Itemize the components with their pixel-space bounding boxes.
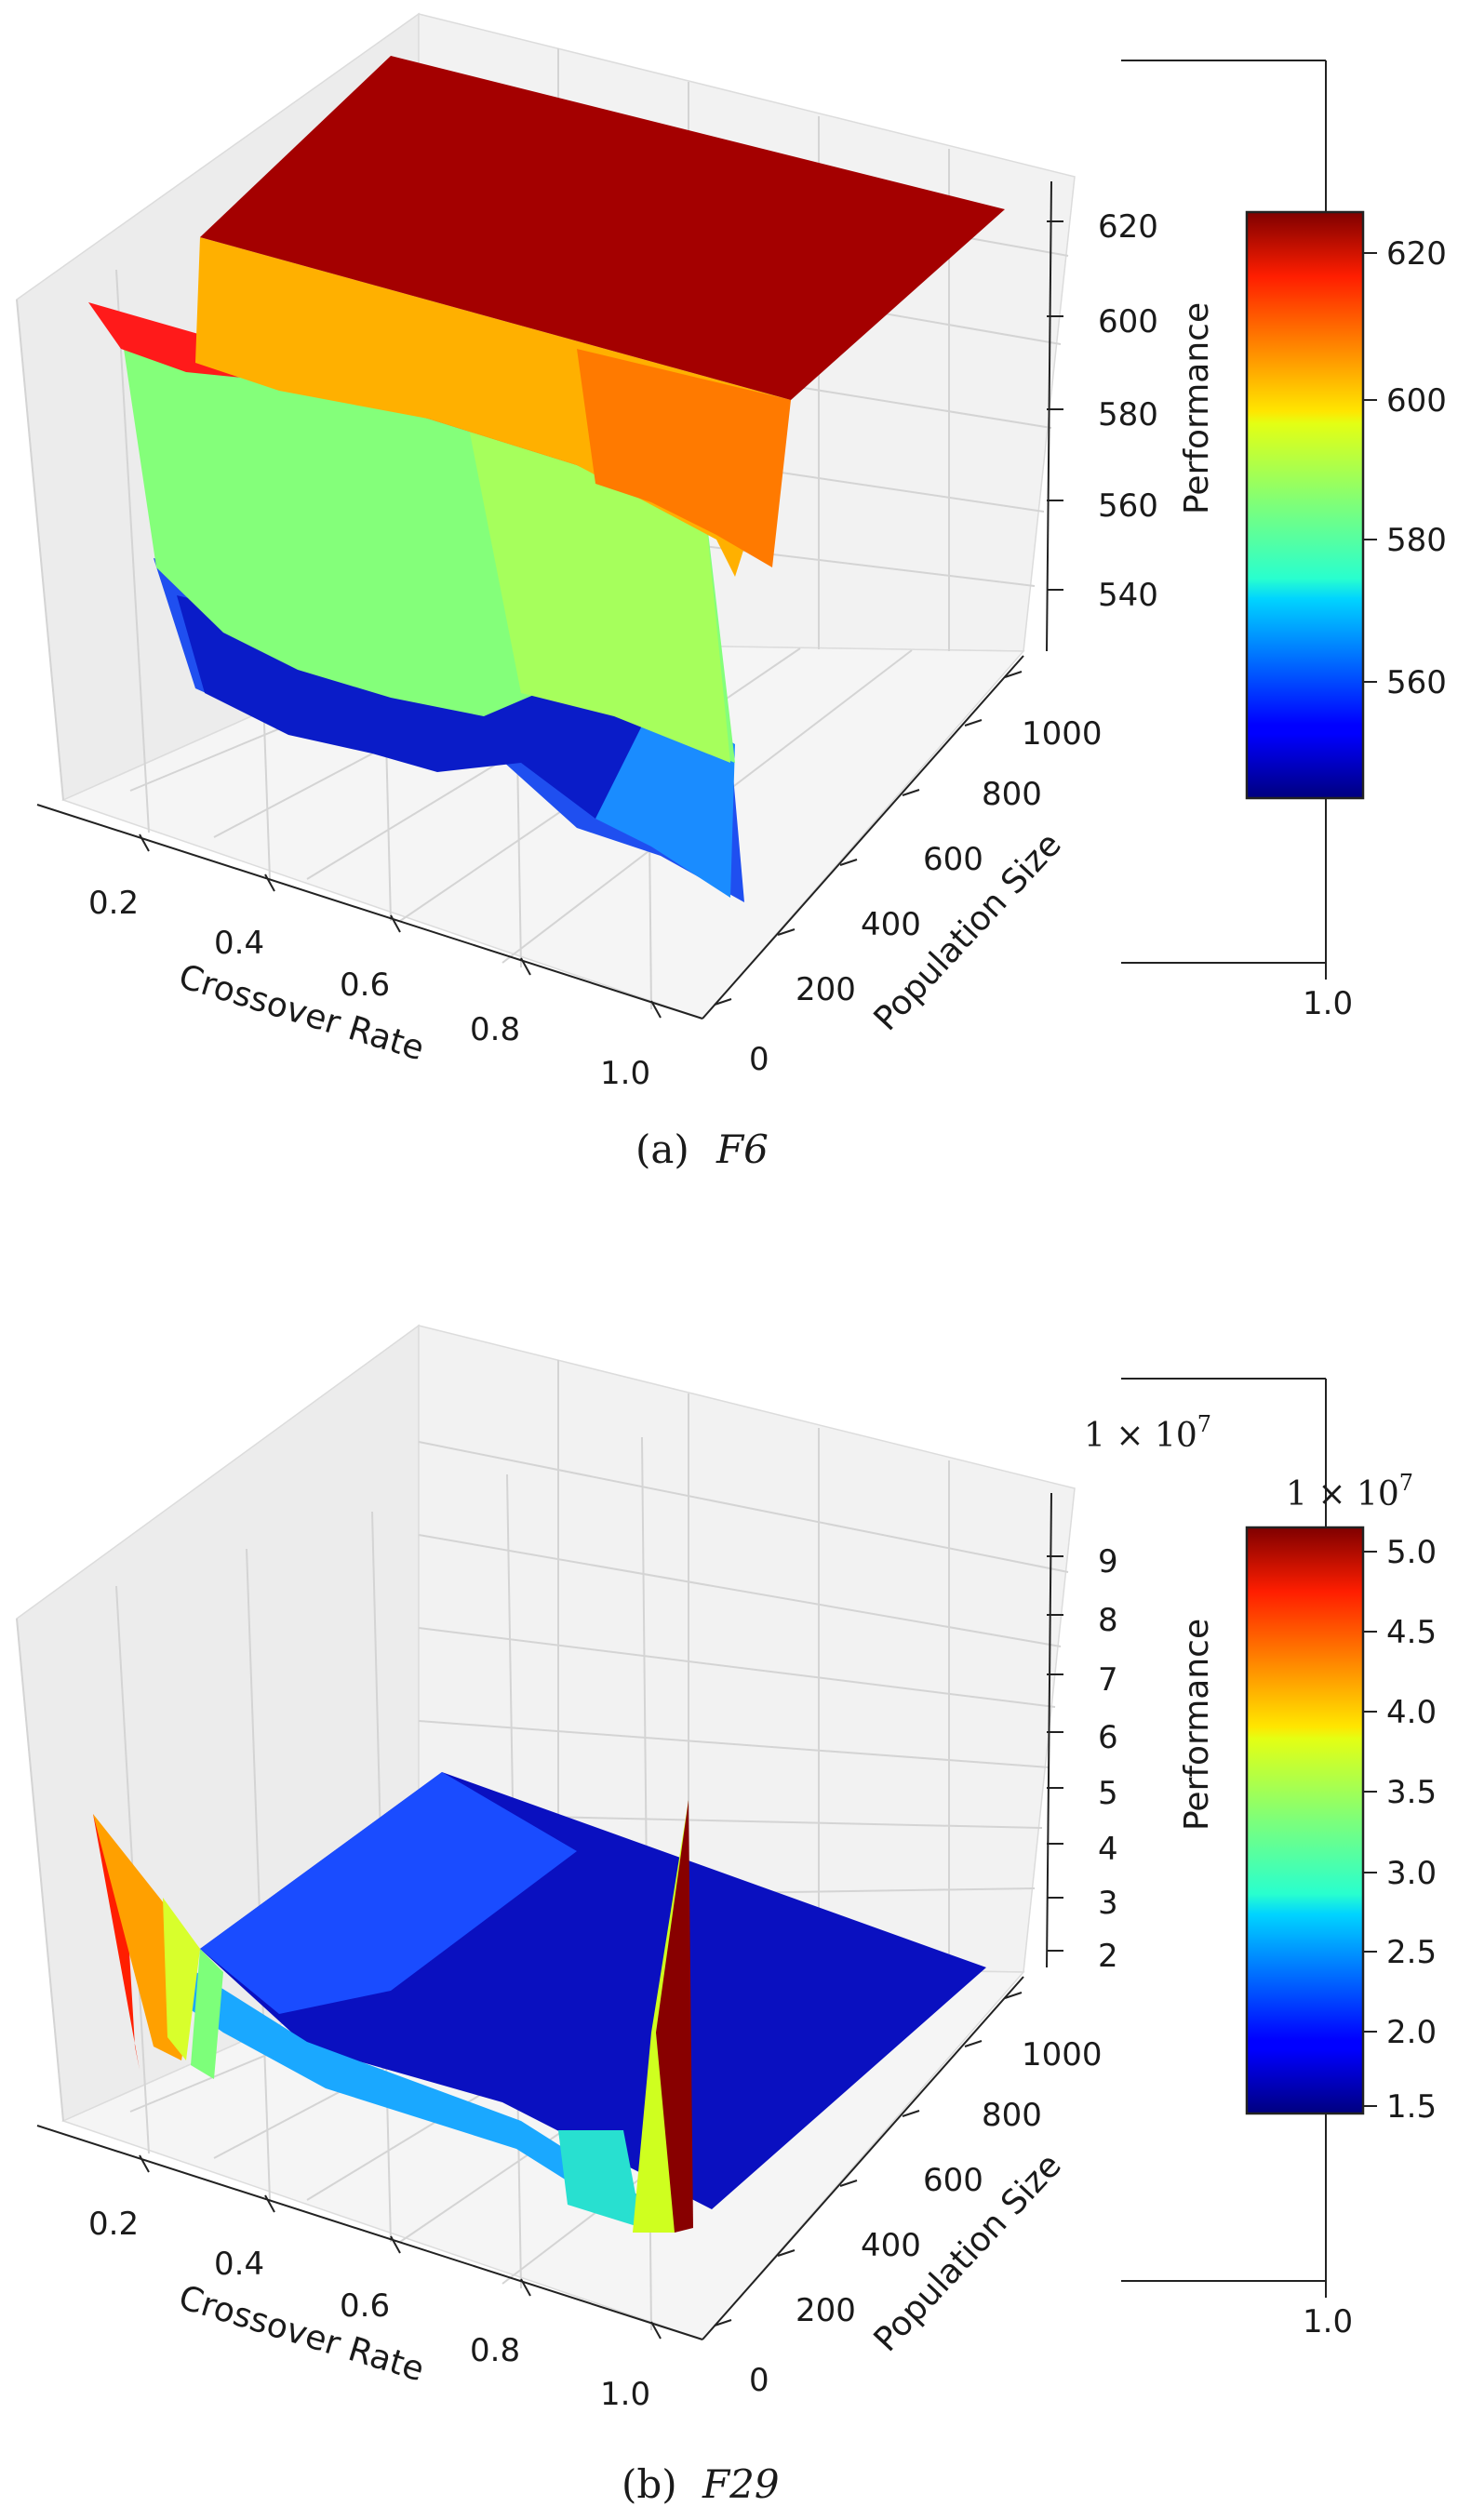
chart-b-x-tick: 0.2 [88, 2206, 139, 2243]
chart-b-z-tick: 4 [1098, 1831, 1118, 1868]
chart-a-cb-label: Performance [1178, 302, 1216, 514]
chart-b-surface [93, 1772, 986, 2233]
chart-a-y-ticks: 0 200 400 600 800 1000 [714, 671, 1103, 1078]
surface-b-spike-dark [656, 1800, 693, 2233]
chart-a-z-ticks: 620 600 580 560 540 [1047, 208, 1158, 614]
chart-a-z-axis-line [1046, 180, 1052, 652]
chart-b-x-axis-line [36, 2125, 703, 2340]
chart-a-z-tick: 560 [1098, 487, 1158, 525]
chart-b-y-tick: 200 [796, 2292, 856, 2329]
caption-a-label: (a) [635, 1127, 689, 1172]
chart-b-x-tick: 0.4 [214, 2246, 264, 2283]
chart-b-y-tick: 600 [923, 2162, 983, 2199]
chart-a-cb-tick: 600 [1386, 382, 1447, 420]
chart-b-y-tick: 0 [749, 2362, 769, 2399]
chart-b-cb-tick: 3.5 [1386, 1774, 1437, 1811]
chart-b-x-tick: 0.6 [340, 2287, 390, 2325]
chart-a-y-tick: 400 [861, 906, 921, 943]
chart-a-cb-outer-tick: 1.0 [1303, 985, 1353, 1022]
chart-a-z-tick: 540 [1098, 577, 1158, 614]
chart-a-x-tick: 0.6 [340, 967, 390, 1004]
caption-a: (a) F6 [635, 1127, 769, 1172]
chart-a-cb-tick: 580 [1386, 522, 1447, 559]
chart-b-xlabel: Crossover Rate [174, 2278, 428, 2389]
chart-a-surface [88, 56, 1005, 902]
chart-b-cb-label: Performance [1178, 1619, 1216, 1831]
chart-b-x-ticks: 0.2 0.4 0.6 0.8 1.0 [88, 2154, 662, 2413]
chart-b-z-tick: 8 [1098, 1602, 1118, 1639]
surface-b-front-lip-teal [558, 2130, 642, 2228]
surface-b-edge-green [191, 1949, 223, 2079]
caption-b: (b) F29 [622, 2461, 780, 2507]
chart-b-y-ticks: 0 200 400 600 800 1000 [714, 1992, 1103, 2399]
chart-b-z-tick: 5 [1098, 1775, 1118, 1812]
chart-b-colorbar: 1.0 5.0 4.5 4.0 3.5 3.0 2.5 2.0 1.5 1 × … [1121, 1378, 1437, 2340]
chart-a-z-tick: 580 [1098, 396, 1158, 433]
surface-b-edge-yellow [163, 1898, 200, 2060]
chart-a-x-tick: 0.4 [214, 925, 264, 962]
chart-b-z-axis-line [1046, 1492, 1052, 1968]
chart-b-z-tick: 7 [1098, 1661, 1118, 1699]
chart-b-cb-tick: 4.0 [1386, 1694, 1437, 1731]
chart-b-y-tick: 400 [861, 2227, 921, 2264]
caption-b-label: (b) [622, 2461, 677, 2507]
chart-a-y-tick: 1000 [1022, 715, 1103, 753]
chart-a-cb-tick: 560 [1386, 664, 1447, 701]
chart-b-cb-tick: 3.0 [1386, 1855, 1437, 1892]
chart-b-cb-tick: 4.5 [1386, 1614, 1437, 1651]
chart-a-z-tick: 620 [1098, 208, 1158, 246]
chart-a-x-ticks: 0.2 0.4 0.6 0.8 1.0 [88, 833, 662, 1092]
chart-b-z-ticks: 9 8 7 6 5 4 3 2 1 × 107 [1047, 1411, 1211, 1975]
chart-b-x-tick: 0.8 [470, 2332, 520, 2369]
chart-b-z-tick: 2 [1098, 1938, 1118, 1975]
chart-a-x-tick: 1.0 [600, 1055, 650, 1092]
chart-a-y-tick: 0 [749, 1041, 769, 1078]
chart-a-x-axis-line [36, 804, 703, 1020]
chart-b-z-tick: 3 [1098, 1885, 1118, 1922]
surface-a-orange-wall-right [577, 349, 791, 567]
chart-a-colorbar: 1.0 620 600 580 560 Performance [1121, 60, 1447, 1022]
chart-a-x-tick: 0.2 [88, 885, 139, 922]
chart-b-cb-outer-tick: 1.0 [1303, 2303, 1353, 2340]
chart-a-x-tick: 0.8 [470, 1011, 520, 1048]
caption-a-function: F6 [715, 1127, 769, 1172]
chart-a: 0.2 0.4 0.6 0.8 1.0 Crossover Rate 0 200… [16, 12, 1447, 1172]
chart-a-y-axis-line [702, 655, 1024, 1020]
chart-b-y-axis-line [702, 1976, 1024, 2340]
surface-b-front-lip-light [177, 1963, 661, 2228]
chart-b-z-scale: 1 × 107 [1084, 1411, 1211, 1455]
chart-a-y-tick: 800 [982, 776, 1042, 813]
chart-b-cb-tick: 2.0 [1386, 2014, 1437, 2051]
chart-b-cb-tick: 1.5 [1386, 2088, 1437, 2126]
chart-a-cb-tick: 620 [1386, 235, 1447, 273]
chart-b: 0.2 0.4 0.6 0.8 1.0 Crossover Rate 0 200… [16, 1324, 1437, 2507]
chart-b-cb-tick: 2.5 [1386, 1934, 1437, 1971]
chart-b-y-tick: 1000 [1022, 2036, 1103, 2073]
chart-b-z-tick: 6 [1098, 1719, 1118, 1756]
chart-b-z-tick: 9 [1098, 1543, 1118, 1580]
chart-b-y-tick: 800 [982, 2097, 1042, 2134]
chart-a-y-tick: 200 [796, 971, 856, 1008]
chart-b-x-tick: 1.0 [600, 2376, 650, 2413]
surface-b-edge-red [93, 1814, 140, 2070]
chart-b-cb-scale: 1 × 107 [1286, 1470, 1413, 1513]
chart-b-cb-tick: 5.0 [1386, 1534, 1437, 1571]
surface-b-back-slope [200, 1772, 577, 2014]
surface-a-top-plateau [200, 56, 1005, 400]
chart-a-z-tick: 600 [1098, 303, 1158, 340]
chart-a-xlabel: Crossover Rate [174, 957, 428, 1068]
caption-b-function: F29 [702, 2461, 780, 2507]
chart-a-y-tick: 600 [923, 841, 983, 878]
